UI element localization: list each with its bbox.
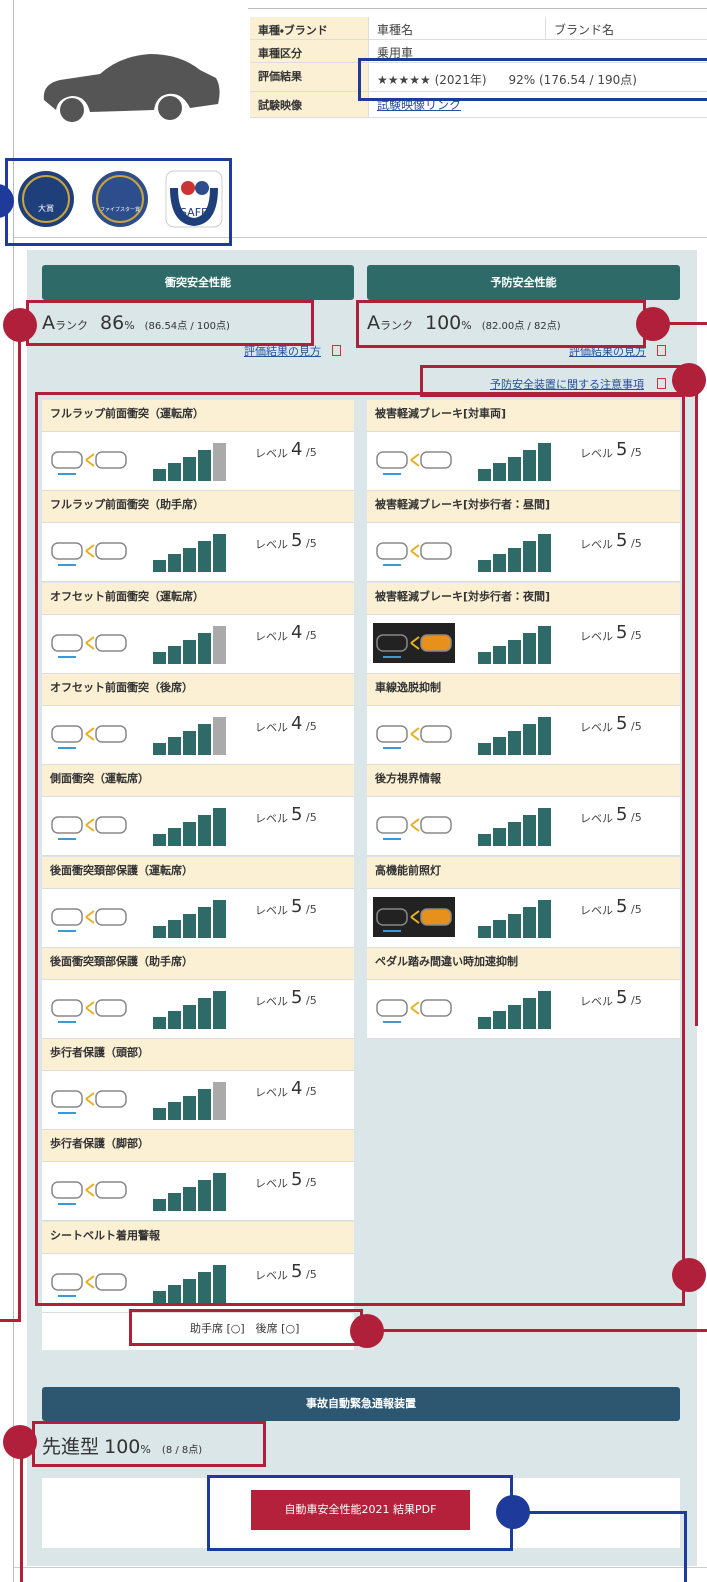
table-label: 車種・ブランド: [250, 17, 368, 40]
annotation-dot: [3, 1425, 37, 1459]
frame-line: [248, 8, 707, 9]
table-value: 車種名: [368, 17, 545, 40]
annotation-line: [513, 1511, 687, 1514]
annotation-line: [18, 325, 21, 1322]
table-label: 試験映像: [250, 92, 368, 118]
annotation-box: [35, 392, 685, 1306]
car-silhouette: [40, 48, 222, 124]
annotation-dot: [350, 1314, 384, 1348]
annotation-box: [5, 158, 232, 246]
page: Safety Assessment {"vehicle_table": {"ro…: [0, 0, 707, 1582]
annotation-line: [20, 1442, 23, 1582]
pdf-icon: [657, 345, 666, 356]
annotation-box: [32, 1421, 266, 1467]
annotation-dot: [3, 308, 37, 342]
annotation-line: [0, 1319, 21, 1322]
annotation-box: [26, 300, 314, 346]
pdf-icon: [332, 345, 341, 356]
divider: [14, 1567, 707, 1568]
annotation-line: [367, 1329, 707, 1332]
annotation-dot: [672, 1258, 706, 1292]
collision-heading: 衝突安全性能: [42, 265, 354, 300]
body: 大賞 ファイブスター賞 SAFE 衝突安全性能 予防安全性能 評価結果の見方 評…: [0, 0, 707, 1582]
annotation-dot: [496, 1495, 530, 1529]
table-label: 車種区分: [250, 40, 368, 63]
emergency-heading: 事故自動緊急通報装置: [42, 1387, 680, 1421]
table-value: ブランド名: [545, 17, 707, 40]
prevention-heading: 予防安全性能: [367, 265, 680, 300]
annotation-box: [358, 58, 707, 101]
annotation-box: [129, 1309, 363, 1346]
annotation-line: [695, 380, 698, 1026]
page-root: 大賞 ファイブスター賞 SAFE 衝突安全性能 予防安全性能 評価結果の見方 評…: [0, 0, 707, 1582]
annotation-dot: [672, 363, 706, 397]
table-label: 評価結果: [250, 63, 368, 92]
annotation-box: [207, 1475, 513, 1551]
annotation-dot: [636, 307, 670, 341]
annotation-box: [356, 300, 646, 348]
annotation-line: [684, 1511, 687, 1582]
